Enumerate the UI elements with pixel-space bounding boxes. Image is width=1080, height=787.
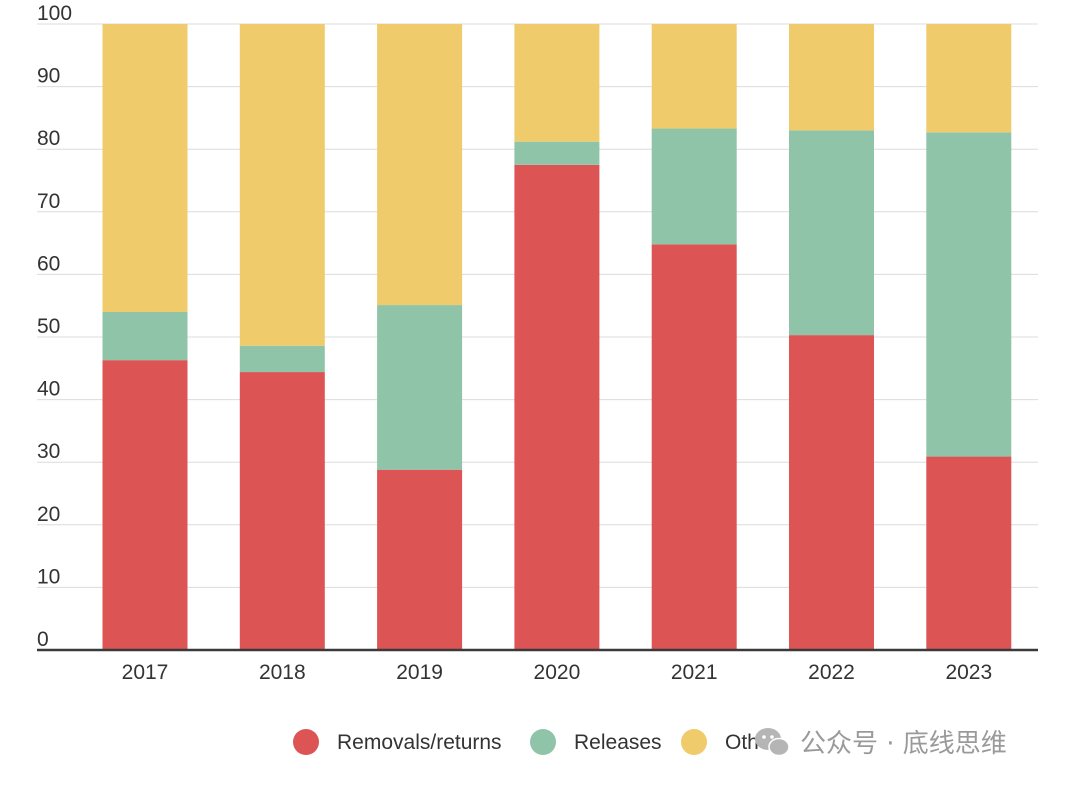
wechat-icon — [755, 728, 790, 757]
bar-2022-removals-returns — [789, 335, 874, 650]
y-tick-label: 70 — [37, 190, 60, 213]
bar-2023-other — [926, 24, 1012, 133]
y-tick-label: 40 — [37, 378, 60, 401]
bar-2017-releases — [102, 311, 188, 361]
y-axis-tick-labels: 0 10 20 30 40 50 60 70 80 90 100 — [37, 2, 72, 651]
bar-2019-releases — [377, 305, 463, 470]
bar-2022-releases — [789, 130, 874, 336]
bar-2019-removals-returns — [377, 469, 463, 650]
bar-2023-removals-returns — [926, 456, 1012, 650]
y-tick-label: 80 — [37, 127, 60, 150]
bar-2020-releases — [514, 141, 600, 165]
bar-2021-other — [651, 24, 737, 129]
bar-2020-other — [514, 24, 600, 142]
y-tick-label: 90 — [37, 65, 60, 88]
x-tick-label: 2020 — [534, 661, 581, 684]
x-tick-label: 2021 — [671, 661, 718, 684]
legend-item-releases: Releases — [530, 729, 662, 755]
bar-2018-other — [239, 24, 325, 346]
legend-label: Releases — [574, 731, 662, 754]
y-tick-label: 20 — [37, 503, 60, 526]
bar-2022-other — [789, 24, 874, 131]
y-tick-label: 50 — [37, 315, 60, 338]
x-tick-label: 2023 — [945, 661, 992, 684]
bar-2020-removals-returns — [514, 164, 600, 650]
bars — [102, 24, 1012, 651]
x-tick-label: 2018 — [259, 661, 306, 684]
y-tick-label: 10 — [37, 565, 60, 588]
bar-2021-removals-returns — [651, 244, 737, 651]
legend-swatch — [681, 729, 707, 755]
y-tick-label: 0 — [37, 628, 49, 651]
bar-2021-releases — [651, 128, 737, 245]
x-axis-tick-labels: 2017 2018 2019 2020 2021 2022 2023 — [122, 661, 993, 684]
watermark: 公众号 · 底线思维 — [755, 728, 1007, 759]
x-tick-label: 2017 — [122, 661, 169, 684]
bar-2023-releases — [926, 132, 1012, 457]
x-tick-label: 2019 — [396, 661, 443, 684]
y-tick-label: 60 — [37, 252, 60, 275]
watermark-text: 公众号 · 底线思维 — [800, 729, 1007, 759]
legend: Removals/returns Releases Other — [293, 729, 778, 755]
x-tick-label: 2022 — [808, 661, 855, 684]
bar-2018-removals-returns — [239, 372, 325, 650]
y-tick-label: 30 — [37, 440, 60, 463]
bar-2018-releases — [239, 345, 325, 373]
legend-item-removals-returns: Removals/returns — [293, 729, 502, 755]
legend-swatch — [530, 729, 556, 755]
bar-2019-other — [377, 24, 463, 306]
bar-2017-other — [102, 24, 188, 312]
legend-swatch — [293, 729, 319, 755]
legend-label: Removals/returns — [337, 731, 502, 754]
y-tick-label: 100 — [37, 2, 72, 25]
bar-2017-removals-returns — [102, 360, 188, 650]
